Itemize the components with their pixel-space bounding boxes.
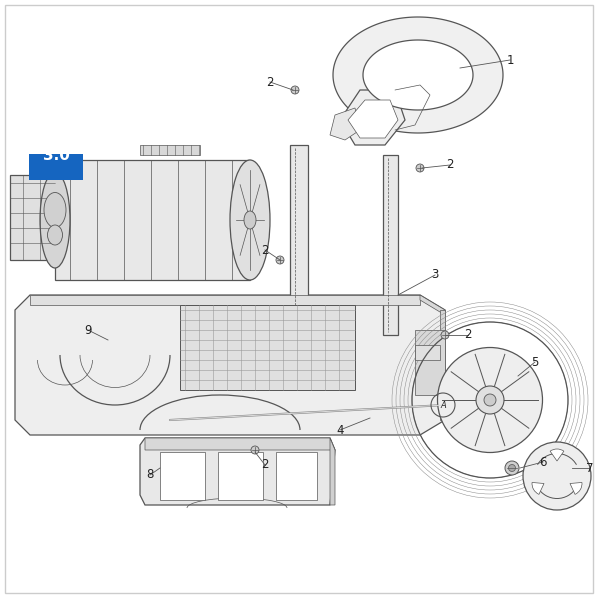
Ellipse shape (276, 256, 284, 264)
Text: 4: 4 (336, 423, 344, 437)
Polygon shape (140, 438, 335, 505)
Ellipse shape (244, 211, 256, 229)
FancyBboxPatch shape (29, 154, 83, 180)
Wedge shape (570, 483, 582, 495)
Text: 2: 2 (261, 459, 269, 471)
Polygon shape (383, 155, 398, 335)
Wedge shape (532, 483, 544, 495)
Polygon shape (415, 330, 445, 395)
Polygon shape (218, 452, 263, 500)
Ellipse shape (291, 86, 299, 94)
FancyBboxPatch shape (5, 5, 593, 593)
Ellipse shape (438, 347, 542, 453)
Polygon shape (145, 438, 335, 450)
Polygon shape (180, 305, 355, 390)
Ellipse shape (47, 225, 63, 245)
Ellipse shape (40, 172, 70, 268)
Text: 9: 9 (84, 324, 91, 337)
Ellipse shape (441, 331, 449, 339)
Ellipse shape (484, 394, 496, 406)
Text: 3.0: 3.0 (42, 148, 69, 163)
Polygon shape (330, 108, 360, 140)
Polygon shape (30, 295, 420, 305)
Polygon shape (333, 17, 503, 133)
Ellipse shape (44, 193, 66, 227)
Polygon shape (290, 145, 308, 335)
Text: A: A (440, 401, 446, 410)
Polygon shape (160, 452, 205, 500)
Ellipse shape (251, 446, 259, 454)
Text: 7: 7 (586, 462, 594, 474)
Text: 5: 5 (531, 355, 539, 368)
Polygon shape (330, 438, 335, 505)
Text: 3: 3 (431, 269, 439, 282)
Polygon shape (15, 295, 445, 435)
Polygon shape (276, 452, 317, 500)
Polygon shape (10, 175, 55, 260)
Ellipse shape (508, 465, 515, 471)
Text: 2: 2 (266, 75, 274, 89)
Text: 8: 8 (147, 468, 154, 481)
Polygon shape (420, 295, 445, 315)
Ellipse shape (230, 160, 270, 280)
Ellipse shape (416, 164, 424, 172)
Text: 2: 2 (261, 243, 269, 257)
Polygon shape (363, 40, 473, 110)
Ellipse shape (505, 461, 519, 475)
Ellipse shape (523, 442, 591, 510)
Polygon shape (348, 100, 398, 138)
Ellipse shape (476, 386, 504, 414)
Polygon shape (415, 345, 440, 360)
Text: 2: 2 (446, 158, 454, 172)
Polygon shape (55, 160, 250, 280)
Text: 6: 6 (539, 456, 547, 468)
Text: 2: 2 (464, 328, 472, 341)
Polygon shape (140, 145, 200, 155)
Polygon shape (440, 310, 445, 420)
Text: 1: 1 (507, 53, 514, 66)
Wedge shape (550, 449, 564, 461)
Polygon shape (340, 90, 405, 145)
